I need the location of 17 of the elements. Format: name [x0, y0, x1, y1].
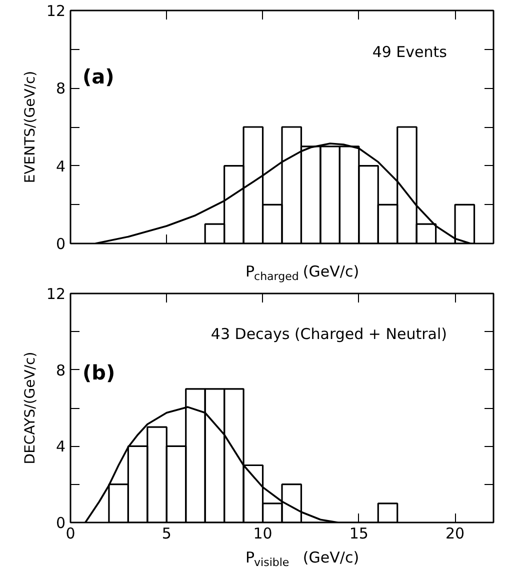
annotation: (b) [82, 360, 116, 384]
y-tick-label: 12 [46, 2, 66, 20]
x-tick-label: 20 [446, 524, 465, 542]
x-tick-label: 15 [349, 524, 368, 542]
annotation: 43 Decays (Charged + Neutral) [210, 325, 447, 344]
y-tick-label: 4 [56, 157, 66, 176]
y-tick-label: 12 [46, 285, 66, 303]
y-tick-label: 4 [56, 438, 66, 456]
y-tick-label: 8 [56, 361, 66, 380]
y-tick-label: 0 [56, 235, 66, 253]
annotation: (a) [82, 64, 114, 88]
x-tick-label: 10 [253, 524, 272, 542]
y-axis-title: EVENTS/(GeV/c) [22, 70, 38, 184]
x-tick-label: 5 [162, 524, 172, 542]
y-tick-label: 8 [56, 80, 66, 98]
y-axis-title: DECAYS/(GeV/c) [22, 352, 38, 464]
annotation: 49 Events [372, 42, 448, 61]
